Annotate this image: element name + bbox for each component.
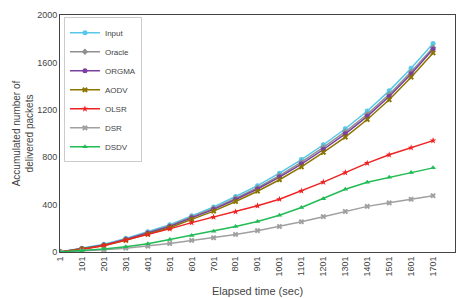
svg-text:401: 401 [143,257,153,272]
svg-text:Oracle: Oracle [105,48,129,57]
svg-text:0: 0 [52,247,57,257]
svg-text:201: 201 [99,257,109,272]
svg-text:Accumulated number ofdelivered: Accumulated number ofdelivered packets [11,80,35,186]
svg-text:1301: 1301 [340,257,350,277]
svg-text:701: 701 [209,257,219,272]
svg-text:801: 801 [230,257,240,272]
svg-text:Elapsed time (sec): Elapsed time (sec) [212,285,303,297]
svg-text:901: 901 [252,257,262,272]
svg-text:501: 501 [165,257,175,272]
svg-text:601: 601 [187,257,197,272]
svg-text:AODV: AODV [105,86,128,95]
svg-text:1501: 1501 [384,257,394,277]
svg-text:OLSR: OLSR [105,105,127,114]
svg-text:DSR: DSR [105,124,122,133]
svg-text:2000: 2000 [37,10,57,20]
svg-text:1701: 1701 [428,257,438,277]
svg-text:400: 400 [42,200,57,210]
svg-text:ORGMA: ORGMA [105,67,136,76]
svg-text:1401: 1401 [362,257,372,277]
svg-text:1201: 1201 [318,257,328,277]
svg-text:Input: Input [105,29,124,38]
svg-text:DSDV: DSDV [105,143,128,152]
svg-text:101: 101 [77,257,87,272]
svg-text:1001: 1001 [274,257,284,277]
svg-text:1: 1 [55,257,65,262]
svg-text:800: 800 [42,152,57,162]
svg-text:1200: 1200 [37,105,57,115]
svg-text:301: 301 [121,257,131,272]
svg-text:1101: 1101 [296,257,306,276]
svg-text:1600: 1600 [37,58,57,68]
svg-text:1601: 1601 [406,257,416,277]
